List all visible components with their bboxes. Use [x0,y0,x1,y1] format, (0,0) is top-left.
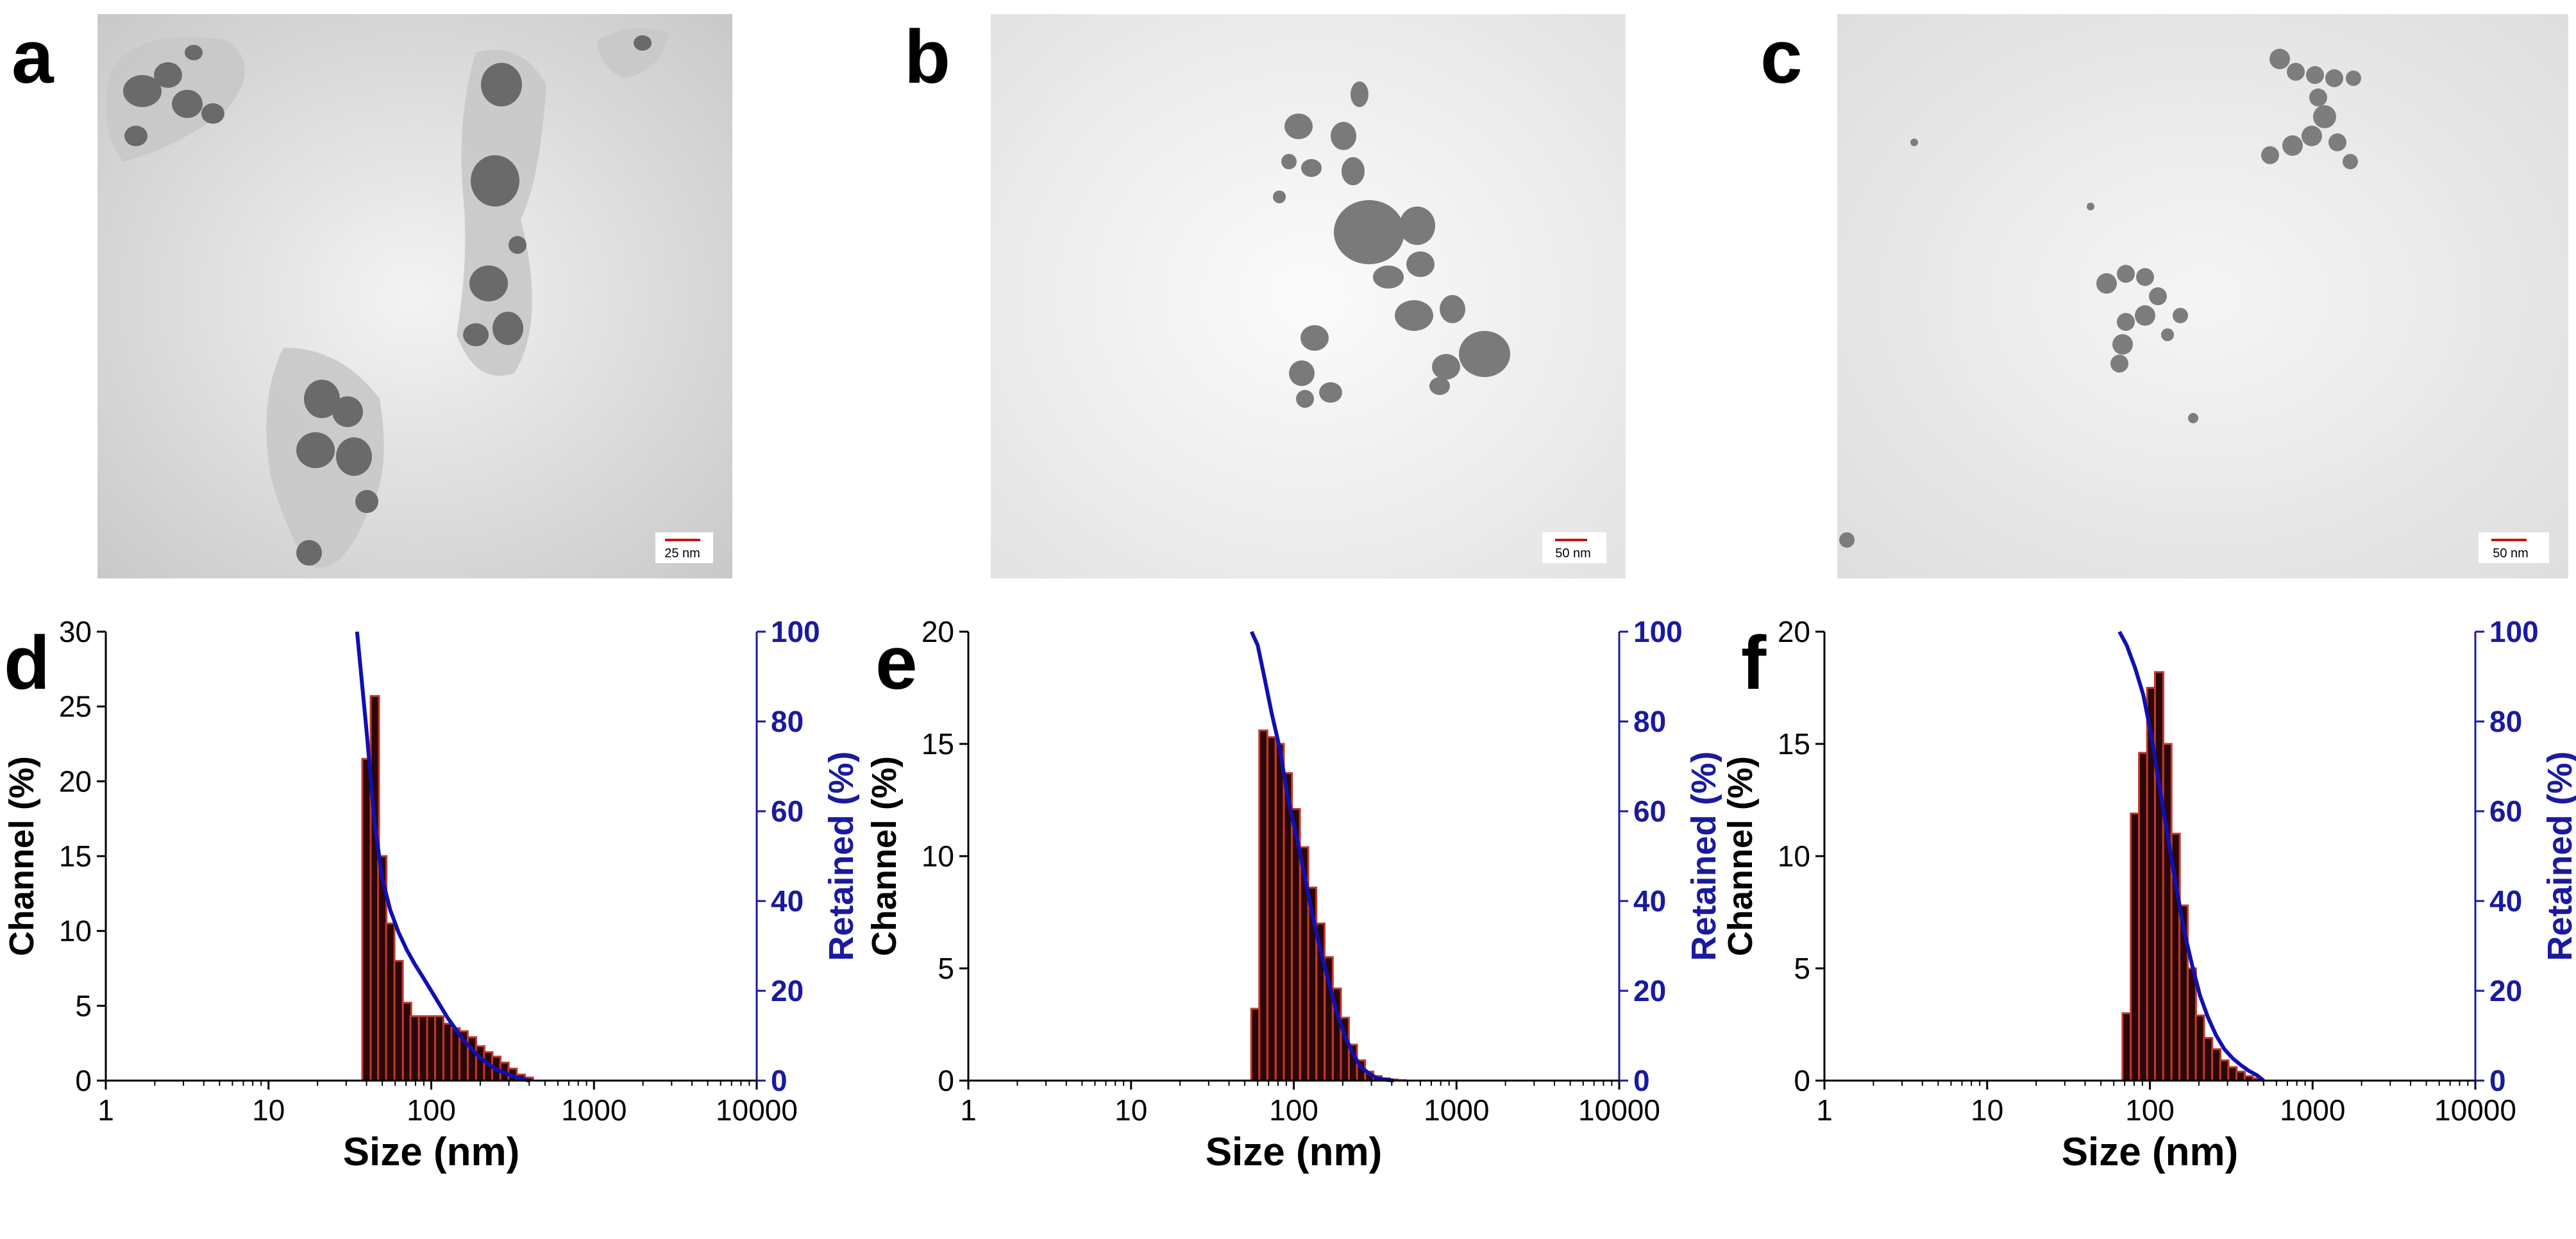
y2-tick-label-d-5: 100 [771,616,820,648]
x-tick-label-e-3: 1000 [1424,1093,1489,1127]
y-tick-label-e-2: 10 [922,839,954,873]
y-tick-label-f-2: 10 [1778,839,1810,873]
channel-bar-d-3 [385,922,396,1082]
channel-bar-f-11 [2211,1048,2222,1082]
y2-tick-label-d-0: 0 [771,1064,787,1097]
y-tick-label-e-0: 0 [938,1064,954,1097]
y-tick-label-f-3: 15 [1778,727,1810,761]
scale-bar-label-a: 25 nm [664,546,700,560]
size-distribution-chart-e: 1 10 100 1000 1000005101520020406080100Size … [865,616,1722,1174]
y-tick-label-d-1: 5 [75,989,92,1022]
y2-tick-label-f-2: 40 [2489,884,2522,918]
retained-curve-e [1249,630,1394,1083]
channel-bar-f-5 [2162,743,2173,1082]
channel-bar-f-14 [2235,1070,2246,1082]
channel-bar-f-10 [2203,1037,2214,1082]
y-tick-label-d-6: 30 [59,616,92,648]
x-axis-label-d: Size (nm) [343,1130,520,1174]
channel-bar-e-0 [1250,1007,1261,1082]
x-tick-label-e-0: 1 [960,1093,977,1127]
tem-micrograph-c: 50 nm [1837,14,2568,578]
retained-curve-f [2117,630,2265,1083]
y2-tick-label-e-0: 0 [1633,1064,1650,1097]
x-tick-label-d-1: 10 [252,1093,285,1127]
y2-tick-label-f-4: 80 [2489,705,2522,738]
channel-bar-f-8 [2186,967,2197,1082]
channel-bar-f-0 [2121,1012,2132,1082]
x-axis-label-e: Size (nm) [1206,1130,1383,1174]
y2-tick-label-e-4: 80 [1633,705,1666,738]
channel-bar-d-0 [361,757,372,1082]
y2-axis-label-e: Retained (%) [1685,751,1722,961]
channel-bar-e-1 [1258,729,1268,1082]
retained-curve-d [355,631,530,1083]
y-tick-label-f-0: 0 [1794,1064,1810,1097]
x-tick-label-f-0: 1 [1816,1093,1833,1127]
panel-letter-b: b [904,15,951,99]
tem-micrograph-b: 50 nm [991,14,1626,578]
y2-tick-label-e-5: 100 [1633,616,1683,648]
x-tick-label-e-4: 10000 [1578,1093,1660,1127]
y2-axis-label-f: Retained (%) [2541,751,2576,961]
y2-tick-label-e-2: 40 [1633,884,1666,918]
x-tick-label-f-4: 10000 [2434,1093,2516,1127]
channel-bar-e-3 [1274,743,1285,1082]
panel-letter-c: c [1760,15,1803,99]
y2-tick-label-f-3: 60 [2489,795,2522,828]
y2-tick-label-f-0: 0 [2489,1064,2506,1097]
y-tick-label-e-4: 20 [922,616,954,648]
channel-bar-e-2 [1267,736,1277,1082]
tem-micrograph-a: 25 nm [97,14,732,578]
x-tick-label-f-3: 1000 [2280,1093,2345,1127]
y2-tick-label-f-5: 100 [2489,616,2539,648]
channel-bar-f-2 [2138,752,2149,1082]
y-tick-label-d-5: 25 [59,690,92,723]
channel-bar-f-1 [2130,813,2141,1082]
y2-tick-label-d-4: 80 [771,705,804,738]
channel-bar-f-4 [2153,671,2164,1082]
size-distribution-chart-f: 1 10 100 1000 1000005101520020406080100Size … [1721,616,2576,1174]
panel-letter-f: f [1741,621,1767,705]
channel-bar-f-13 [2227,1066,2238,1082]
y-axis-label-d: Channel (%) [3,756,41,956]
y-tick-label-e-1: 5 [938,952,954,985]
channel-bar-d-6 [409,1015,420,1082]
size-distribution-chart-d: 1 10 100 1000 10000051015202530020406080100S… [3,616,859,1174]
y-tick-label-d-0: 0 [75,1064,92,1097]
y-axis-label-f: Channel (%) [1721,756,1760,956]
x-tick-label-d-0: 1 [97,1093,114,1127]
y2-axis-label-d: Retained (%) [822,751,859,961]
y-axis-label-e: Channel (%) [865,756,904,956]
panel-letter-e: e [875,621,918,705]
x-tick-label-d-2: 100 [407,1093,456,1127]
x-tick-label-d-4: 10000 [716,1093,798,1127]
y2-tick-label-d-3: 60 [771,795,804,828]
x-tick-label-e-1: 10 [1115,1093,1147,1127]
y2-tick-label-d-2: 40 [771,884,804,918]
channel-bar-f-9 [2194,1015,2205,1082]
scale-bar-label-b: 50 nm [1555,546,1591,560]
channel-bar-d-4 [393,959,404,1082]
x-tick-label-f-1: 10 [1971,1093,2003,1127]
y-tick-label-d-2: 10 [59,914,92,948]
channel-bar-d-9 [434,1015,444,1082]
y-tick-label-d-4: 20 [59,764,92,798]
x-axis-label-f: Size (nm) [2062,1130,2239,1174]
y2-tick-label-e-1: 20 [1633,974,1666,1007]
y-tick-label-f-1: 5 [1794,952,1810,985]
x-tick-label-d-3: 1000 [561,1093,627,1127]
x-tick-label-e-2: 100 [1269,1093,1318,1127]
y-tick-label-f-4: 20 [1778,616,1810,648]
x-tick-label-f-2: 100 [2125,1093,2175,1127]
y2-tick-label-f-1: 20 [2489,974,2522,1007]
y-tick-label-d-3: 15 [59,839,92,873]
channel-bar-d-7 [417,1015,428,1082]
channel-bar-f-12 [2219,1059,2230,1082]
y2-tick-label-d-1: 20 [771,974,804,1007]
y2-tick-label-e-3: 60 [1633,795,1666,828]
scale-bar-label-c: 50 nm [2493,546,2529,560]
panel-letter-a: a [12,15,54,99]
y-tick-label-e-3: 15 [922,727,954,761]
panel-letter-d: d [4,621,51,705]
